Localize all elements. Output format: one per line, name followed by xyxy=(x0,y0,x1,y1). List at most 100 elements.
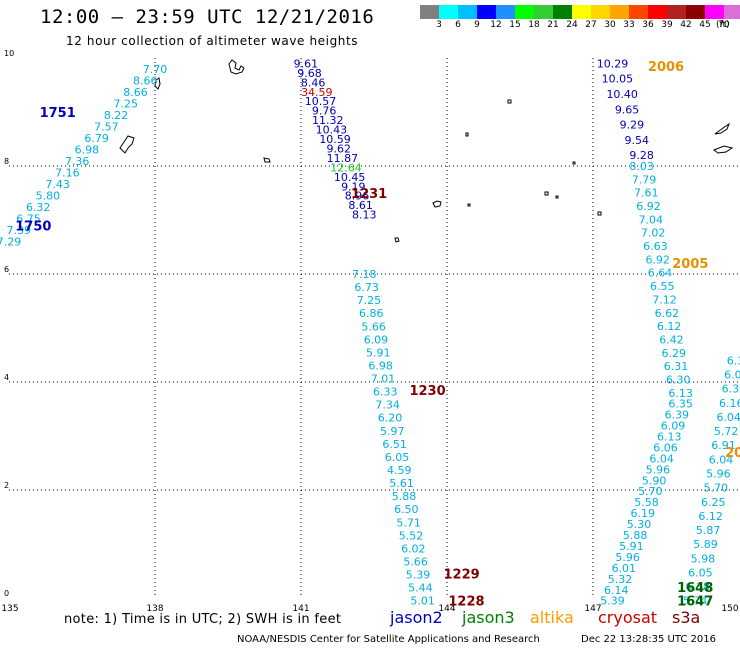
wave-height-value: 6.04 xyxy=(649,452,674,465)
wave-height-value: 6.55 xyxy=(650,280,675,293)
wave-height-value: 6.20 xyxy=(378,412,403,425)
wave-height-value: 6.12 xyxy=(657,320,682,333)
wave-height-value: 5.61 xyxy=(389,477,414,490)
wave-height-value: 10.43 xyxy=(316,124,348,137)
wave-height-value: 5.58 xyxy=(634,496,659,509)
island-shape xyxy=(597,211,602,216)
latitude-tick-label: 0 xyxy=(4,589,9,598)
wave-height-value: 6.25 xyxy=(701,496,726,509)
colorbar-tick-label: 27 xyxy=(585,20,597,30)
wave-height-value: 7.39 xyxy=(6,224,31,237)
latitude-tick-label: 2 xyxy=(4,481,9,490)
wave-height-colorbar xyxy=(420,5,740,19)
wave-height-value: 7.79 xyxy=(632,173,657,186)
pass-time-label: 1231 xyxy=(351,187,387,202)
wave-height-value: 5.91 xyxy=(366,346,391,359)
colorbar-tick-label: 42 xyxy=(680,20,692,30)
map-subtitle: 12 hour collection of altimeter wave hei… xyxy=(66,34,359,48)
colorbar-tick-label: 30 xyxy=(604,20,616,30)
pass-time-label: 1750 xyxy=(15,219,51,234)
colorbar-swatch xyxy=(610,5,629,19)
colorbar-swatch xyxy=(648,5,667,19)
wave-height-value: 9.54 xyxy=(625,134,650,147)
wave-height-value: 6.29 xyxy=(661,347,686,360)
colorbar-swatch xyxy=(629,5,648,19)
wave-height-value: 6.92 xyxy=(636,200,661,213)
wave-height-value: 6.39 xyxy=(722,383,740,396)
wave-height-value: 4.59 xyxy=(387,464,412,477)
wave-height-value: 6.92 xyxy=(645,253,670,266)
wave-height-value: 6.13 xyxy=(657,430,682,443)
wave-height-value: 6.79 xyxy=(84,132,109,145)
latitude-tick-label: 10 xyxy=(4,49,14,58)
legend-entry: cryosat xyxy=(598,608,658,627)
wave-height-value: 6.12 xyxy=(698,510,723,523)
wave-height-value: 6.33 xyxy=(373,386,398,399)
wave-height-value: 6.39 xyxy=(665,409,690,422)
latitude-tick-label: 6 xyxy=(4,265,9,274)
wave-height-value: 5.98 xyxy=(691,552,716,565)
axis-tick-labels: 135 138 141 144 147 150 0 2 4 6 8 10 xyxy=(1,49,738,614)
wave-height-value: 7.01 xyxy=(371,373,396,386)
island-shape xyxy=(507,99,512,104)
wave-height-value: 10.29 xyxy=(597,57,629,70)
wave-height-value: 9.29 xyxy=(620,119,645,132)
island-shape xyxy=(467,203,471,207)
colorbar-tick-label: 70 xyxy=(718,20,730,30)
wave-height-value: 8.66 xyxy=(133,74,158,87)
island-shape xyxy=(154,77,161,90)
island-shape xyxy=(465,132,469,137)
legend-entry: jason3 xyxy=(462,608,515,627)
wave-height-value: 6.09 xyxy=(661,420,686,433)
wave-height-value: 5.39 xyxy=(600,595,625,608)
longitude-tick-label: 147 xyxy=(584,604,601,614)
wave-height-value: 7.04 xyxy=(639,213,664,226)
longitude-tick-label: 150 xyxy=(721,604,738,614)
wave-height-value: 5.74 xyxy=(683,595,708,608)
wave-height-value: 6.63 xyxy=(643,240,668,253)
wave-height-value: 10.57 xyxy=(305,95,337,108)
colorbar-swatch xyxy=(572,5,591,19)
coastline-islands xyxy=(119,59,734,243)
wave-height-value: 5.96 xyxy=(706,467,731,480)
wave-height-value: 5.91 xyxy=(619,540,644,553)
generated-timestamp: Dec 22 13:28:35 UTC 2016 xyxy=(581,634,716,645)
wave-height-value: 8.13 xyxy=(352,209,377,222)
wave-height-value: 5.32 xyxy=(608,573,633,586)
island-shape xyxy=(263,157,271,163)
wave-height-value: 8.96 xyxy=(345,190,370,203)
wave-height-value: 6.75 xyxy=(16,213,41,226)
colorbar-swatch xyxy=(496,5,515,19)
colorbar-tick-label: 21 xyxy=(547,20,559,30)
colorbar-tick-label: 39 xyxy=(661,20,673,30)
longitude-tick-label: 141 xyxy=(292,604,309,614)
wave-height-value: 8.61 xyxy=(348,199,373,212)
colorbar-swatch xyxy=(477,5,496,19)
wave-height-value: 6.98 xyxy=(368,359,393,372)
wave-height-value: 9.62 xyxy=(326,142,351,155)
longitude-tick-label: 135 xyxy=(1,604,18,614)
island-shape xyxy=(394,237,400,243)
wave-height-value: 6.02 xyxy=(401,542,426,555)
wave-height-value: 7.25 xyxy=(114,97,139,110)
wave-height-value: 6.31 xyxy=(664,360,689,373)
wave-height-value: 5.30 xyxy=(627,518,652,531)
wave-height-value: 5.90 xyxy=(642,474,667,487)
pass-time-label: 1647 xyxy=(677,595,713,610)
colorbar-labels: 3 6 9 12 15 18 21 24 27 30 33 36 39 42 45 70 xyxy=(420,20,740,32)
colorbar-swatch xyxy=(534,5,553,19)
island-shape xyxy=(712,145,734,154)
wave-height-value: 5.96 xyxy=(646,463,671,476)
wave-height-value: 6.09 xyxy=(364,333,389,346)
colorbar-swatch xyxy=(686,5,705,19)
colorbar-tick-label: 45 xyxy=(699,20,711,30)
wave-height-value: 9.68 xyxy=(297,67,322,80)
wave-height-value: 9.65 xyxy=(615,103,640,116)
island-shape xyxy=(572,161,576,165)
legend-entry: altika xyxy=(530,608,574,627)
colorbar-swatch xyxy=(439,5,458,19)
colorbar-tick-label: 18 xyxy=(528,20,540,30)
footnote: note: 1) Time is in UTC; 2) SWH is in fe… xyxy=(64,612,342,627)
wave-height-value: 34.59 xyxy=(301,86,333,99)
longitude-tick-label: 144 xyxy=(438,604,455,614)
